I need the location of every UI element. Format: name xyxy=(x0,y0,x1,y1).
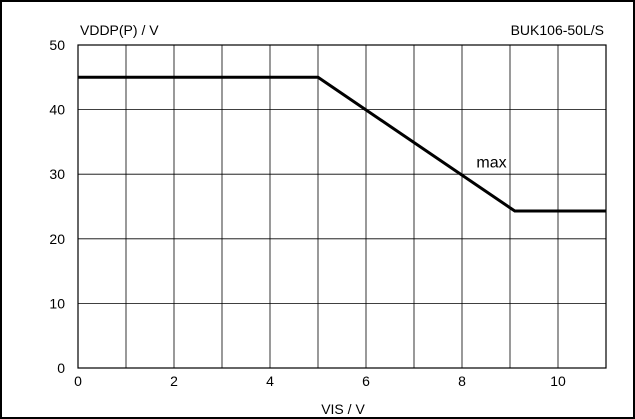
x-tick-label: 4 xyxy=(266,373,274,389)
y-tick-label: 50 xyxy=(49,37,65,53)
y-tick-labels: 0 10 20 30 40 50 xyxy=(49,37,65,376)
x-tick-label: 10 xyxy=(550,373,566,389)
max-annotation: max xyxy=(476,154,506,171)
vddp-max-curve xyxy=(78,75,606,213)
y-tick-label: 10 xyxy=(49,295,65,311)
x-tick-label: 8 xyxy=(458,373,466,389)
y-tick-label: 40 xyxy=(49,102,65,118)
data-series xyxy=(78,75,606,213)
y-tick-label: 30 xyxy=(49,166,65,182)
x-tick-label: 6 xyxy=(362,373,370,389)
grid-lines xyxy=(78,45,606,368)
x-axis-label: VIS / V xyxy=(321,401,365,417)
plot-area xyxy=(77,44,607,369)
x-tick-labels: 0 2 4 6 8 10 xyxy=(74,373,566,389)
chart-identifier: BUK106-50L/S xyxy=(511,22,604,38)
y-axis-label: VDDP(P) / V xyxy=(80,22,159,38)
y-tick-label: 20 xyxy=(49,231,65,247)
x-tick-label: 2 xyxy=(170,373,178,389)
y-tick-label: 0 xyxy=(57,360,65,376)
x-tick-label: 0 xyxy=(74,373,82,389)
